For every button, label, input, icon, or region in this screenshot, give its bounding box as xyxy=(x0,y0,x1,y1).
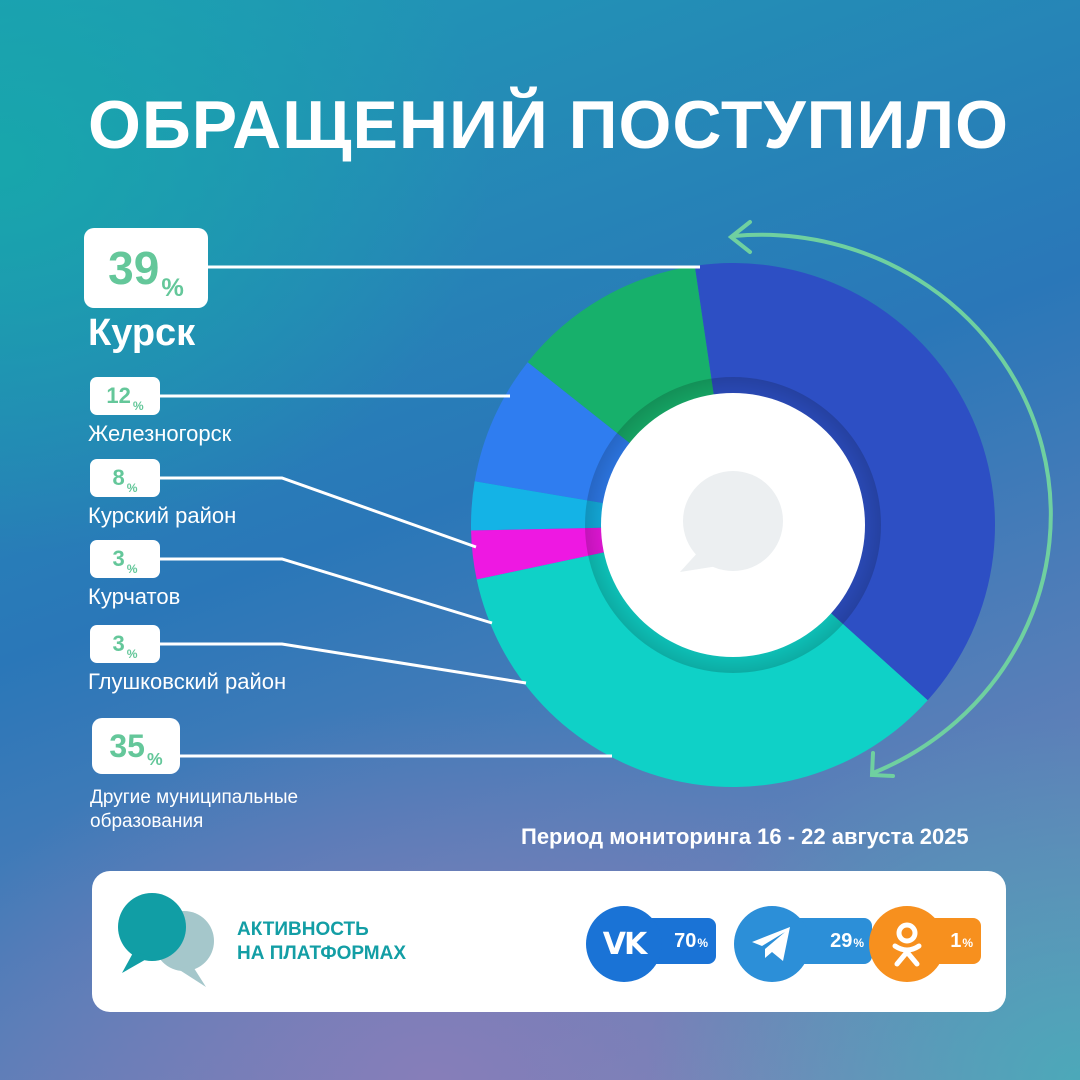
chat-bubble-icon xyxy=(680,471,783,572)
slice-label-other: Другие муниципальные образования xyxy=(90,787,299,832)
page-title: ОБРАЩЕНИЙ ПОСТУПИЛО xyxy=(88,87,1010,163)
slice-value-kursk: 39% xyxy=(84,228,208,308)
leader-kurchatov xyxy=(160,557,493,625)
value-text: 35 xyxy=(109,727,145,764)
slice-kursky-raion xyxy=(474,362,632,504)
odnoklassniki-icon xyxy=(869,906,945,982)
unit-text: % xyxy=(126,646,138,661)
rotation-arrow xyxy=(733,232,1053,775)
slice-glushkovsky xyxy=(471,527,606,580)
value-text: 29 xyxy=(830,929,853,952)
value-text: 12 xyxy=(106,383,131,408)
leader-kursky-raion xyxy=(160,476,477,549)
unit-text: % xyxy=(126,480,138,495)
value-text: 3 xyxy=(112,546,125,571)
unit-text: % xyxy=(962,936,973,950)
slice-label-zheleznogorsk: Железногорск xyxy=(88,421,232,446)
value-text: 39 xyxy=(108,242,160,294)
unit-text: % xyxy=(697,936,708,950)
vk-icon: VK xyxy=(586,906,662,982)
chat-bubbles-icon xyxy=(118,893,214,987)
unit-text: % xyxy=(132,398,144,413)
platform-activity-panel: АКТИВНОСТЬ НА ПЛАТФОРМАХ 70% VK 29% 1% xyxy=(92,871,1006,1012)
slice-value-kurchatov: 3% xyxy=(90,540,160,578)
leader-glushkovsky xyxy=(160,642,527,685)
slice-kursk xyxy=(694,263,995,701)
slice-label-kurchatov: Курчатов xyxy=(88,584,181,609)
arrow-head-top xyxy=(727,220,752,254)
heading-line-1: АКТИВНОСТЬ xyxy=(237,919,369,940)
slice-value-zheleznogorsk: 12% xyxy=(90,377,160,415)
slice-value-kursky-raion: 8% xyxy=(90,459,160,497)
slice-value-glushkovsky: 3% xyxy=(90,625,160,663)
value-text: 3 xyxy=(112,631,125,656)
monitoring-period: Период мониторинга 16 - 22 августа 2025 xyxy=(521,824,969,849)
heading-line-2: НА ПЛАТФОРМАХ xyxy=(237,943,407,964)
unit-text: % xyxy=(161,273,184,302)
slice-label-kursky-raion: Курский район xyxy=(88,503,237,528)
slice-value-other: 35% xyxy=(92,718,180,774)
slice-label-kursk: Курск xyxy=(88,312,196,354)
unit-text: % xyxy=(146,749,163,770)
platform-activity-heading: АКТИВНОСТЬ НА ПЛАТФОРМАХ xyxy=(237,918,406,966)
slice-label-glushkovsky: Глушковский район xyxy=(88,669,287,694)
arrow-head-bottom xyxy=(869,751,895,778)
slice-kurchatov xyxy=(471,481,605,531)
value-text: 8 xyxy=(112,465,125,490)
telegram-icon xyxy=(734,906,810,982)
value-text: 1 xyxy=(950,929,962,952)
unit-text: % xyxy=(853,936,864,950)
value-text: 70 xyxy=(674,929,697,952)
unit-text: % xyxy=(126,561,138,576)
